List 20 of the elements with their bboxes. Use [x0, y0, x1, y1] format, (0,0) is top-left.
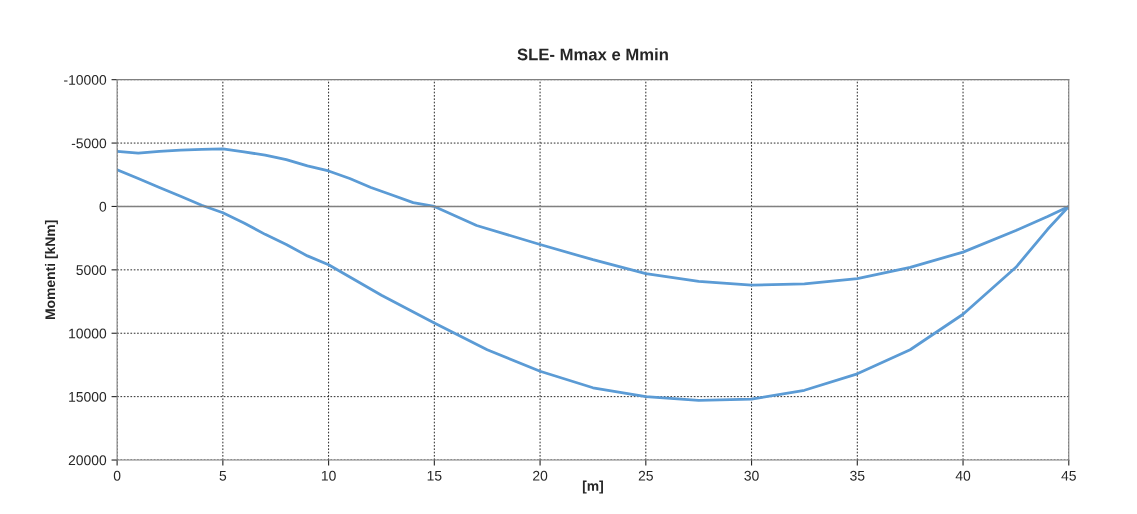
x-tick-label: 45: [1061, 470, 1076, 481]
y-tick-label: 20000: [68, 455, 107, 466]
y-tick-label: -10000: [64, 75, 107, 85]
y-tick-label: 15000: [69, 391, 107, 402]
x-tick-label: 30: [744, 470, 759, 481]
y-axis-title: Momenti [kNm]: [44, 220, 58, 320]
y-tick-label: 5000: [76, 265, 107, 276]
y-tick-label: 0: [99, 201, 107, 212]
y-tick-label: -5000: [71, 138, 107, 149]
x-tick-label: 25: [638, 470, 653, 481]
x-tick-label: 35: [850, 470, 865, 481]
x-tick-label: 40: [955, 470, 971, 481]
x-tick-label: 10: [321, 470, 336, 481]
x-axis-title: [m]: [582, 480, 603, 494]
chart-title: SLE- Mmax e Mmin: [517, 48, 668, 61]
y-tick-label: 10000: [69, 328, 107, 339]
x-tick-label: 0: [113, 470, 121, 481]
x-tick-label: 5: [219, 470, 227, 481]
x-tick-label: 15: [427, 470, 442, 481]
x-tick-label: 20: [533, 470, 548, 481]
